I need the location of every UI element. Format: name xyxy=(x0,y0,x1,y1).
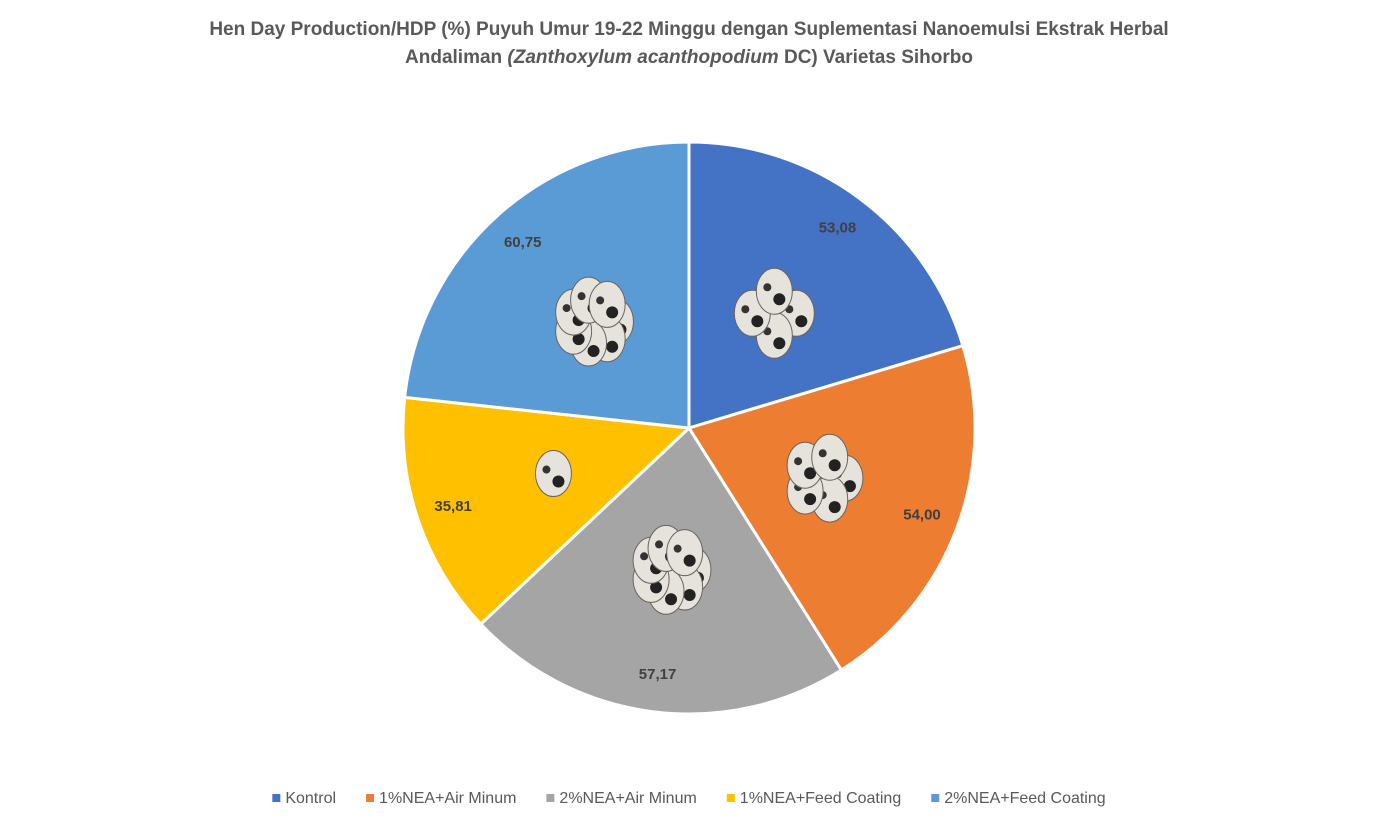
legend-swatch xyxy=(272,794,281,802)
legend-item: Kontrol xyxy=(272,790,336,807)
egg-spot xyxy=(751,315,764,328)
legend-label: 2%NEA+Feed Coating xyxy=(944,790,1105,807)
pie: 53,08 54,00 57,17 35,81 60,75 xyxy=(401,140,977,716)
pie-slice xyxy=(401,395,693,627)
egg-spot xyxy=(542,465,551,474)
legend-label: 1%NEA+Air Minum xyxy=(379,790,516,807)
title-part: Andaliman xyxy=(405,47,507,68)
egg-icon xyxy=(534,450,572,498)
data-label: 57,17 xyxy=(639,666,677,683)
egg-spot xyxy=(665,593,678,606)
egg-spot xyxy=(741,305,750,314)
legend-item: 1%NEA+Feed Coating xyxy=(726,790,901,807)
pie-slice xyxy=(402,140,691,430)
egg-spot xyxy=(804,493,817,506)
egg-spot xyxy=(828,501,841,514)
egg-icon xyxy=(588,280,626,328)
chart-title: Hen Day Production/HDP (%) Puyuh Umur 19… xyxy=(209,19,1168,40)
egg-spot xyxy=(795,315,808,328)
egg-spot xyxy=(577,292,586,301)
data-label: 53,08 xyxy=(819,219,857,236)
legend-label: Kontrol xyxy=(285,790,336,807)
title-part: (Zanthoxylum acanthopodium xyxy=(507,47,778,68)
egg-spot xyxy=(650,581,663,594)
egg-spot xyxy=(773,293,786,306)
egg-spot xyxy=(596,296,605,305)
pie-slice xyxy=(687,140,965,431)
data-label: 35,81 xyxy=(434,498,472,515)
legend-swatch xyxy=(546,794,555,802)
egg-spot xyxy=(794,457,803,466)
egg-spot xyxy=(828,459,841,472)
legend-label: 1%NEA+Feed Coating xyxy=(740,790,901,807)
egg-spot xyxy=(552,475,565,488)
legend-item: 2%NEA+Air Minum xyxy=(546,790,697,807)
legend-item: 2%NEA+Feed Coating xyxy=(931,790,1106,807)
egg-spot xyxy=(683,589,696,602)
data-label: 60,75 xyxy=(504,234,542,251)
egg-spot xyxy=(683,554,696,567)
chart-title: Andaliman (Zanthoxylum acanthopodium DC)… xyxy=(405,47,973,68)
egg-icon xyxy=(811,433,849,481)
egg-spot xyxy=(673,544,682,553)
egg-spot xyxy=(606,306,619,319)
legend-swatch xyxy=(366,794,375,802)
egg-spot xyxy=(562,304,571,313)
egg-spot xyxy=(587,345,600,358)
egg-spot xyxy=(655,540,664,549)
egg-spot xyxy=(763,283,772,292)
legend-item: 1%NEA+Air Minum xyxy=(366,790,516,807)
egg-spot xyxy=(640,552,649,561)
data-label: 54,00 xyxy=(903,506,941,523)
egg-spot xyxy=(818,449,827,458)
title-part: DC) Varietas Sihorbo xyxy=(779,47,973,68)
egg-icon xyxy=(666,529,704,577)
egg-spot xyxy=(773,337,786,350)
egg-icon xyxy=(755,267,793,315)
legend-label: 2%NEA+Air Minum xyxy=(559,790,696,807)
egg-spot xyxy=(843,480,856,493)
egg-spot xyxy=(606,340,619,353)
legend-swatch xyxy=(931,794,940,802)
egg-spot xyxy=(572,333,585,346)
legend-swatch xyxy=(726,794,735,802)
legend: Kontrol 1%NEA+Air Minum 2%NEA+Air Minum 1%N… xyxy=(272,790,1106,807)
egg-spot xyxy=(804,467,817,480)
